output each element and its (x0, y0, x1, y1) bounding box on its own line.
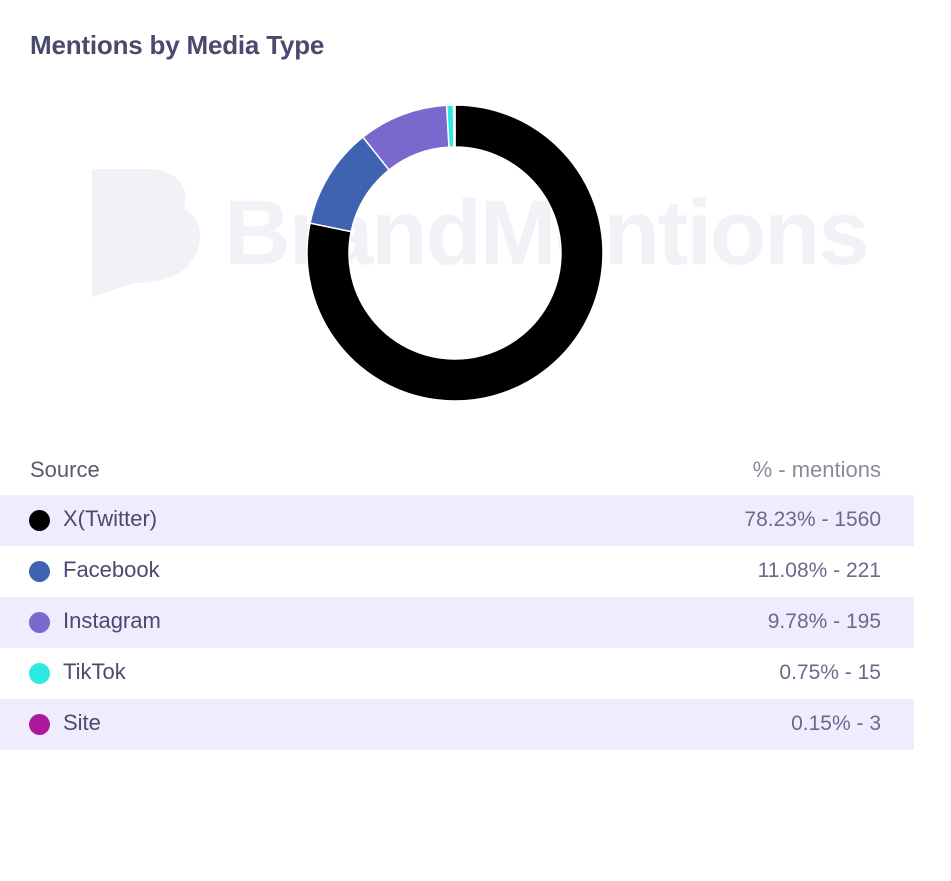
legend-header: Source % - mentions (0, 445, 914, 495)
legend-row-twitter[interactable]: X(Twitter) 78.23% - 1560 (0, 495, 914, 546)
legend-row-instagram[interactable]: Instagram 9.78% - 195 (0, 597, 914, 648)
legend-value: 11.08% - 221 (757, 559, 881, 582)
facebook-color-dot-icon (29, 561, 50, 582)
donut-slice-site[interactable] (452, 104, 456, 148)
brand-logo-icon (92, 169, 201, 297)
donut-chart (306, 104, 604, 402)
legend-label: Site (63, 710, 101, 735)
legend-label: X(Twitter) (63, 506, 158, 531)
legend-row-site[interactable]: Site 0.15% - 3 (0, 699, 914, 750)
donut-slice-x-twitter[interactable] (306, 104, 604, 402)
legend-value: 78.23% - 1560 (744, 508, 881, 531)
legend-row-facebook[interactable]: Facebook 11.08% - 221 (0, 546, 914, 597)
chart-title: Mentions by Media Type (30, 30, 325, 60)
site-color-dot-icon (29, 714, 50, 735)
header-percent-mentions: % - mentions (752, 457, 881, 482)
legend-label: Instagram (63, 608, 161, 633)
legend-value: 0.15% - 3 (791, 712, 881, 735)
legend-row-tiktok[interactable]: TikTok 0.75% - 15 (0, 648, 914, 699)
legend-label: TikTok (63, 659, 126, 684)
legend-value: 0.75% - 15 (779, 661, 881, 684)
twitter-color-dot-icon (29, 510, 50, 531)
legend-value: 9.78% - 195 (767, 610, 881, 633)
legend-table: Source % - mentions X(Twitter) 78.23% - … (0, 445, 914, 750)
legend-label: Facebook (63, 557, 160, 582)
header-source: Source (30, 457, 100, 482)
instagram-color-dot-icon (29, 612, 50, 633)
tiktok-color-dot-icon (29, 663, 50, 684)
